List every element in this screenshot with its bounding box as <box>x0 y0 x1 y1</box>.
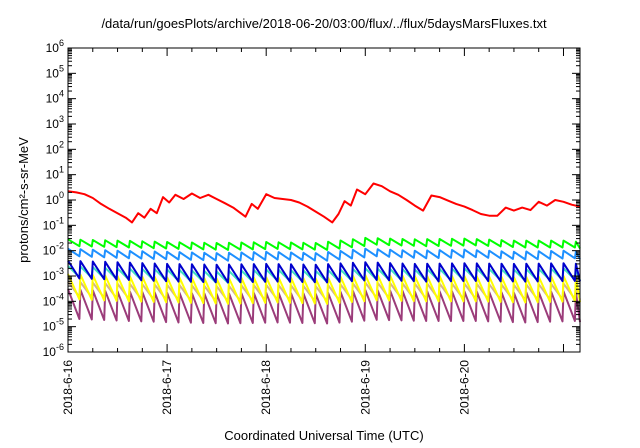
series-line <box>67 288 581 325</box>
y-tick-label: 102 <box>46 139 64 156</box>
series-layer <box>67 182 581 325</box>
plot-frame <box>67 47 581 353</box>
y-tick-label: 105 <box>46 63 64 80</box>
series-line <box>67 247 581 262</box>
series-line <box>67 236 581 251</box>
y-tick-label: 10-4 <box>43 291 64 308</box>
x-tick-label: 2018-6-18 <box>259 360 273 415</box>
x-axis: 2018-6-16 2018-6-17 2018-6-18 2018-6-19 2018… <box>61 48 564 415</box>
x-tick-label: 2018-6-17 <box>160 360 174 415</box>
y-tick-label: 10-3 <box>43 266 64 283</box>
y-axis: 10-6 10-5 10-4 10-3 10-2 10-1 100 101 102 103 104 1… <box>43 38 580 359</box>
x-axis-label: Coordinated Universal Time (UTC) <box>224 428 423 443</box>
series-line <box>67 182 581 224</box>
y-tick-label: 10-1 <box>43 215 64 232</box>
y-tick-label: 106 <box>46 38 64 55</box>
y-tick-label: 10-6 <box>43 342 64 359</box>
y-tick-label: 101 <box>46 165 64 182</box>
y-axis-label: protons/cm²-s-sr-MeV <box>16 137 31 263</box>
y-tick-label: 10-2 <box>43 241 64 258</box>
x-tick-label: 2018-6-20 <box>457 360 471 415</box>
y-tick-label: 10-5 <box>43 317 64 334</box>
x-tick-label: 2018-6-16 <box>61 360 75 415</box>
chart-title: /data/run/goesPlots/archive/2018-06-20/0… <box>101 16 547 31</box>
y-tick-label: 104 <box>46 89 64 106</box>
x-tick-label: 2018-6-19 <box>358 360 372 415</box>
y-tick-label: 100 <box>46 190 64 207</box>
y-tick-label: 103 <box>46 114 64 131</box>
series-line <box>67 260 581 284</box>
